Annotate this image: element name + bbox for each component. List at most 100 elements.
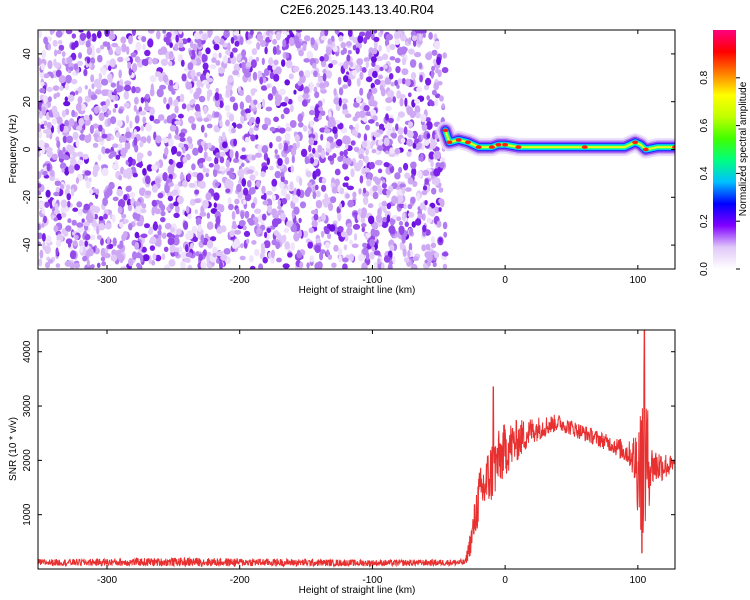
noise-speckle: [169, 42, 174, 48]
noise-speckle: [198, 253, 204, 262]
noise-speckle: [225, 159, 230, 168]
noise-speckle: [166, 31, 172, 39]
noise-speckle: [338, 35, 344, 42]
noise-speckle: [334, 30, 340, 35]
noise-speckle: [55, 92, 61, 98]
noise-speckle: [280, 171, 285, 177]
noise-speckle: [336, 139, 343, 147]
noise-speckle: [240, 211, 245, 220]
noise-speckle: [88, 62, 92, 69]
noise-speckle: [363, 37, 368, 44]
noise-speckle: [330, 196, 337, 204]
noise-speckle: [337, 226, 344, 233]
noise-speckle: [411, 35, 418, 41]
noise-speckle: [372, 185, 378, 192]
noise-speckle: [438, 237, 443, 243]
noise-speckle: [441, 251, 449, 257]
noise-speckle: [136, 162, 144, 168]
noise-speckle: [266, 157, 270, 166]
noise-speckle: [86, 57, 91, 64]
noise-speckle: [333, 244, 339, 252]
noise-speckle: [60, 153, 68, 160]
colorbar-tick-label: 0.6: [699, 118, 710, 132]
noise-speckle: [411, 221, 416, 228]
noise-speckle: [228, 113, 235, 122]
noise-speckle: [41, 49, 47, 59]
noise-speckle: [407, 129, 412, 138]
noise-speckle: [156, 88, 164, 98]
noise-speckle: [252, 71, 258, 81]
noise-speckle: [154, 71, 162, 78]
noise-speckle: [307, 241, 314, 249]
noise-speckle: [98, 124, 103, 132]
noise-speckle: [377, 258, 381, 265]
noise-speckle: [275, 31, 281, 41]
signal-peak: [495, 142, 502, 147]
noise-speckle: [120, 36, 127, 44]
noise-speckle: [370, 56, 377, 63]
noise-speckle: [401, 186, 406, 195]
noise-speckle: [72, 152, 78, 158]
noise-speckle: [98, 216, 104, 221]
noise-speckle: [293, 206, 300, 215]
noise-speckle: [206, 254, 210, 264]
noise-speckle: [248, 219, 255, 226]
noise-speckle: [306, 262, 310, 269]
noise-speckle: [419, 74, 423, 83]
noise-speckle: [119, 240, 124, 246]
noise-speckle: [76, 60, 84, 66]
noise-speckle: [297, 80, 303, 86]
noise-speckle: [359, 147, 365, 155]
noise-speckle: [50, 30, 55, 34]
noise-speckle: [53, 217, 58, 222]
noise-speckle: [422, 32, 426, 38]
noise-speckle: [274, 149, 278, 155]
noise-speckle: [439, 162, 445, 169]
noise-speckle: [71, 219, 77, 226]
noise-speckle: [282, 234, 287, 242]
noise-speckle: [416, 192, 420, 202]
spectrogram-y-tick-label: 40: [22, 48, 33, 60]
noise-speckle: [423, 84, 430, 91]
noise-speckle: [105, 98, 111, 107]
noise-speckle: [92, 142, 99, 148]
noise-speckle: [225, 84, 233, 91]
noise-speckle: [287, 98, 293, 105]
noise-speckle: [328, 224, 336, 232]
noise-speckle: [385, 105, 392, 112]
noise-speckle: [318, 176, 323, 183]
noise-speckle: [189, 116, 193, 121]
noise-speckle: [244, 136, 250, 143]
noise-speckle: [100, 237, 104, 246]
noise-speckle: [296, 251, 303, 259]
noise-speckle: [77, 86, 83, 94]
noise-speckle: [200, 124, 205, 133]
noise-speckle: [410, 196, 416, 204]
noise-speckle: [41, 106, 47, 116]
noise-speckle: [327, 155, 334, 162]
noise-speckle: [175, 204, 180, 214]
noise-speckle: [275, 135, 282, 142]
noise-speckle: [78, 52, 82, 59]
noise-speckle: [142, 43, 146, 51]
noise-speckle: [266, 190, 273, 196]
noise-speckle: [95, 88, 102, 95]
noise-speckle: [229, 173, 236, 180]
noise-speckle: [55, 30, 63, 38]
noise-speckle: [110, 254, 118, 262]
noise-speckle: [143, 106, 151, 112]
noise-speckle: [314, 262, 321, 269]
noise-speckle: [358, 253, 365, 262]
noise-speckle: [73, 240, 78, 247]
noise-speckle: [148, 226, 154, 235]
colorbar-tick-label: 0.8: [699, 70, 710, 84]
noise-speckle: [363, 57, 370, 63]
noise-speckle: [98, 112, 105, 121]
noise-speckle: [261, 57, 265, 66]
noise-speckle: [362, 187, 367, 194]
noise-speckle: [312, 191, 317, 200]
noise-speckle: [313, 86, 318, 93]
noise-speckle: [250, 134, 256, 142]
noise-speckle: [281, 197, 288, 205]
noise-speckle: [428, 32, 433, 40]
